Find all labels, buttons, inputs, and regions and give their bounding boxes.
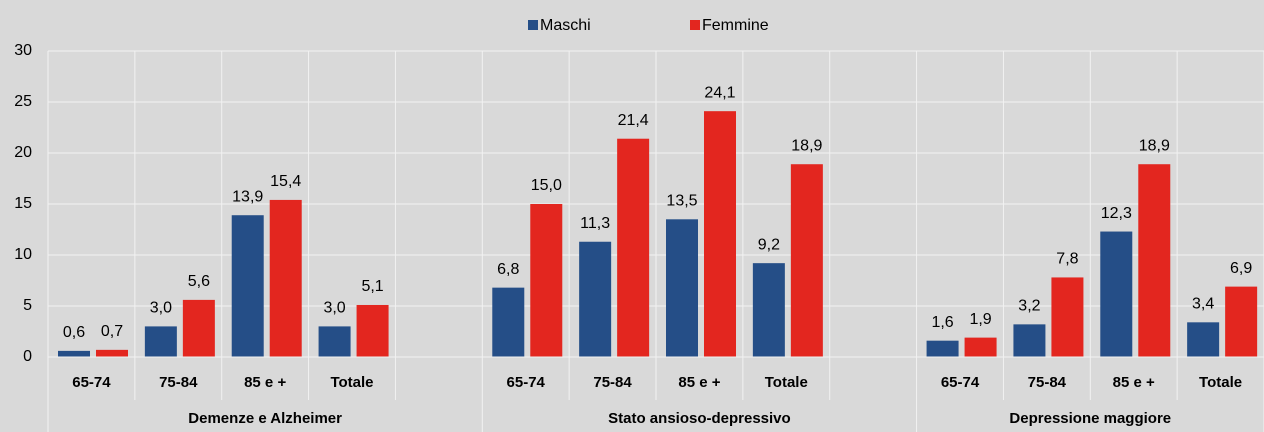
value-label: 13,5 [666,193,697,210]
group-label: Demenze e Alzheimer [188,410,342,427]
bar [182,299,215,357]
value-label: 9,2 [758,236,780,253]
x-tick-label: 75-84 [1028,374,1067,391]
value-label: 6,8 [497,261,519,278]
value-label: 15,4 [270,173,301,190]
legend-swatch [528,20,538,30]
value-label: 1,9 [969,311,991,328]
value-label: 3,0 [323,300,345,317]
x-tick-label: Totale [765,374,808,391]
value-label: 18,9 [791,137,822,154]
bar [704,111,736,358]
value-label: 24,1 [704,84,735,101]
bar [617,138,650,357]
bar [231,215,264,357]
x-tick-label: 65-74 [72,374,111,391]
bar [492,287,525,357]
value-label: 5,1 [361,278,383,295]
value-label: 6,9 [1230,260,1252,277]
y-tick-label: 0 [23,348,32,365]
y-tick-label: 30 [14,42,32,59]
x-tick-label: 85 e + [678,374,720,391]
bar [926,340,959,357]
bar [1225,286,1258,357]
bar [356,304,389,357]
x-tick-label: Totale [1199,374,1242,391]
bar [964,337,997,357]
value-label: 11,3 [580,215,610,232]
group-label: Depressione maggiore [1009,410,1171,427]
value-label: 1,6 [931,314,953,331]
value-label: 18,9 [1139,137,1170,154]
bar [579,241,612,357]
value-label: 0,7 [101,323,123,340]
x-tick-label: Totale [330,374,373,391]
bar [318,326,351,357]
bar [1051,277,1084,357]
value-label: 3,4 [1192,296,1214,313]
bar [58,350,90,357]
value-label: 3,2 [1018,298,1040,315]
value-label: 0,6 [63,324,85,341]
value-label: 3,0 [150,300,172,317]
group-label: Stato ansioso-depressivo [608,410,791,427]
x-tick-label: 85 e + [1113,374,1155,391]
value-label: 7,8 [1056,251,1078,268]
value-label: 5,6 [188,273,210,290]
value-label: 21,4 [618,112,649,129]
legend-label: Maschi [540,17,591,34]
bar [269,199,302,357]
bar [1013,324,1046,357]
y-tick-label: 15 [14,195,32,212]
x-tick-label: 75-84 [593,374,632,391]
bar [666,219,698,357]
bar [1187,322,1220,357]
x-tick-label: 85 e + [244,374,286,391]
x-tick-label: 75-84 [159,374,198,391]
bar [1100,231,1133,357]
bar [790,164,823,357]
value-label: 12,3 [1101,205,1132,222]
value-label: 13,9 [232,188,263,205]
x-tick-label: 65-74 [507,374,546,391]
bar [530,204,563,357]
bar [144,326,177,357]
x-tick-label: 65-74 [941,374,980,391]
legend-swatch [690,20,700,30]
value-label: 15,0 [531,177,562,194]
legend-label: Femmine [702,17,769,34]
y-tick-label: 10 [14,246,32,263]
bar [1138,164,1171,357]
bar [752,263,785,357]
y-tick-label: 25 [14,93,32,110]
bar [96,349,128,357]
y-tick-label: 5 [23,297,32,314]
y-tick-label: 20 [14,144,32,161]
